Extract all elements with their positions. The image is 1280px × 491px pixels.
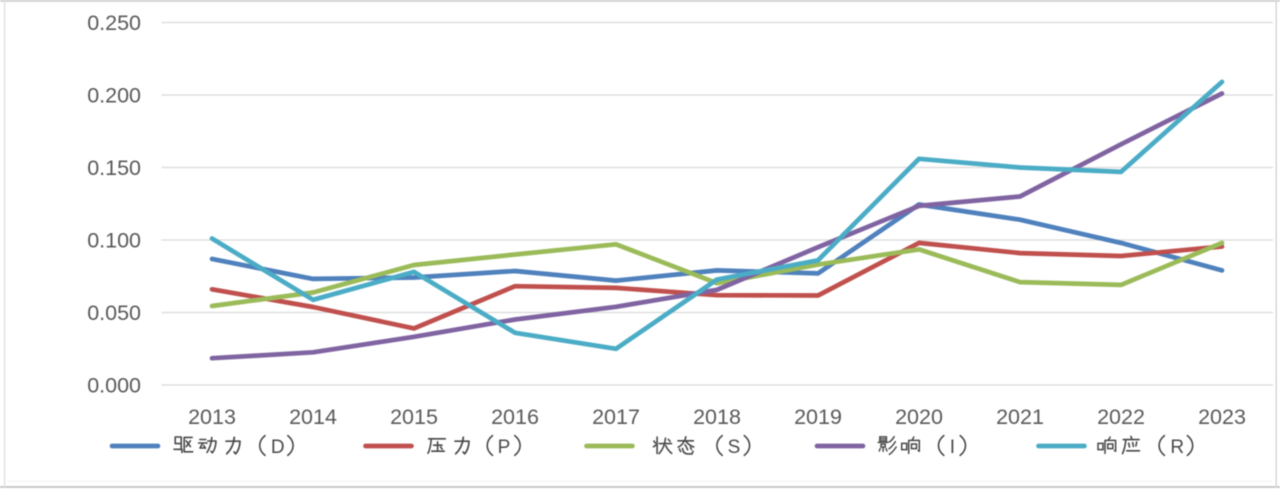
svg-text:0.000: 0.000 [87, 374, 141, 398]
svg-text:0.050: 0.050 [87, 301, 141, 325]
svg-text:S: S [728, 437, 741, 458]
svg-text:0.200: 0.200 [87, 84, 141, 108]
svg-text:P: P [498, 437, 511, 458]
svg-text:2019: 2019 [794, 405, 842, 429]
svg-text:0.100: 0.100 [87, 229, 141, 253]
svg-text:2020: 2020 [895, 405, 943, 429]
svg-text:2017: 2017 [592, 405, 640, 429]
svg-text:2015: 2015 [390, 405, 438, 429]
svg-text:0.150: 0.150 [87, 156, 141, 180]
svg-text:0.250: 0.250 [87, 11, 141, 35]
svg-text:2016: 2016 [491, 405, 539, 429]
svg-text:2021: 2021 [996, 405, 1044, 429]
svg-text:D: D [271, 437, 285, 458]
svg-text:2014: 2014 [289, 405, 337, 429]
svg-text:I: I [950, 437, 955, 458]
svg-text:2023: 2023 [1198, 405, 1246, 429]
svg-text:2013: 2013 [188, 405, 236, 429]
svg-text:2018: 2018 [693, 405, 741, 429]
svg-text:2022: 2022 [1097, 405, 1145, 429]
svg-text:R: R [1170, 437, 1184, 458]
